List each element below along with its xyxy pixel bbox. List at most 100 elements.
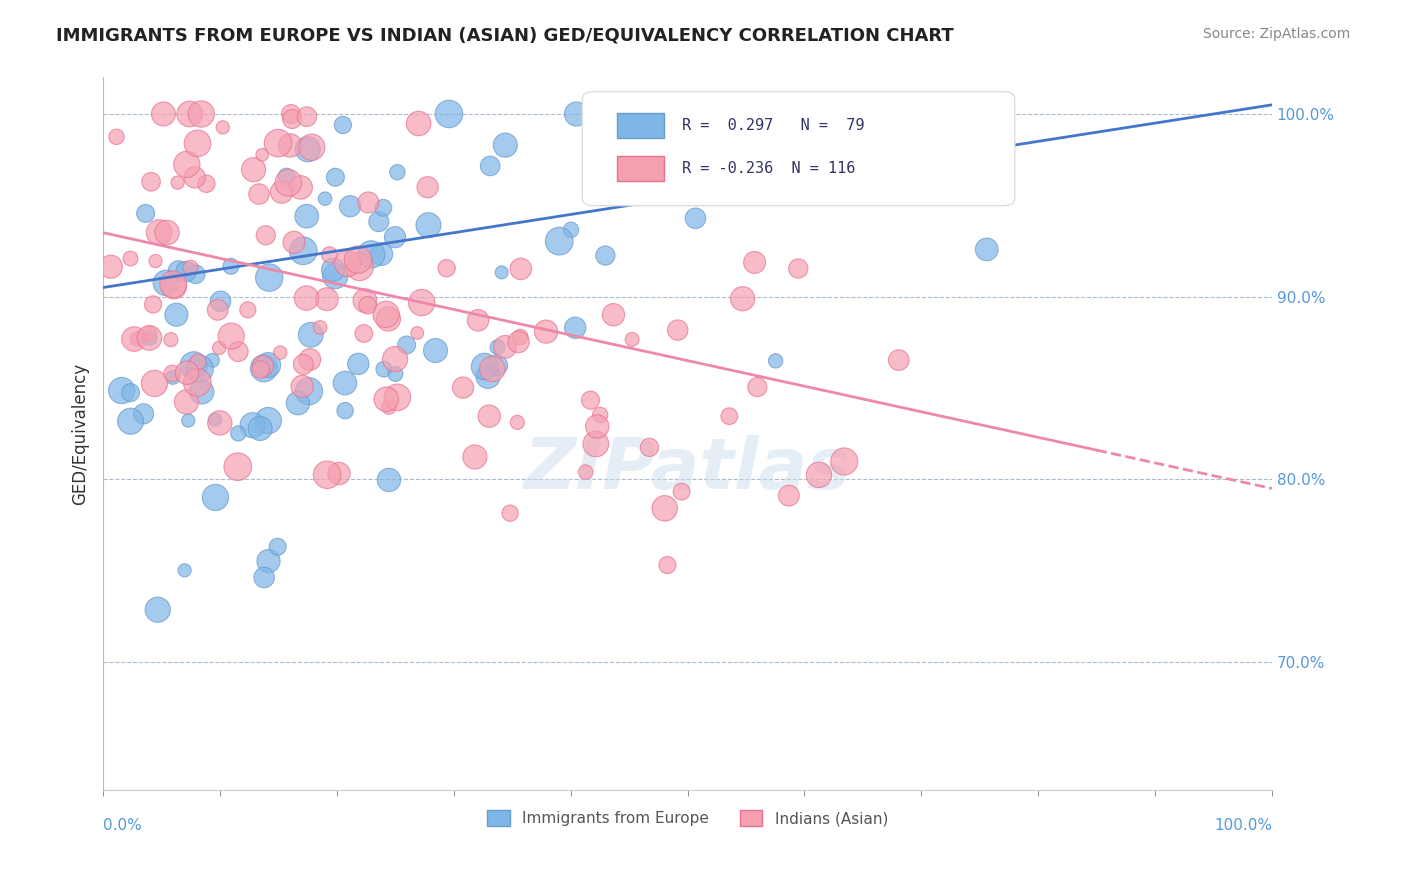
Text: 100.0%: 100.0% [1213, 819, 1272, 833]
Point [105, 129, 128, 144]
Point [166, 176, 188, 190]
Point [163, 279, 186, 293]
Point [299, 327, 322, 342]
Point [467, 313, 489, 327]
Point [145, 254, 167, 268]
Point [143, 376, 166, 391]
Point [735, 172, 758, 186]
Point [236, 302, 259, 317]
Point [183, 170, 205, 185]
Point [292, 358, 315, 372]
Point [354, 293, 377, 308]
Point [122, 332, 145, 346]
Point [387, 390, 409, 404]
Point [188, 361, 211, 376]
Point [765, 354, 787, 368]
Point [253, 361, 276, 376]
Point [148, 226, 170, 240]
Point [378, 400, 401, 414]
Point [316, 467, 339, 482]
Point [370, 247, 392, 261]
Point [209, 294, 232, 309]
Point [451, 380, 474, 394]
Point [807, 467, 830, 482]
Point [219, 260, 242, 274]
Point [548, 234, 571, 248]
Point [176, 157, 198, 171]
Point [481, 362, 503, 376]
Point [298, 352, 321, 367]
Point [731, 292, 754, 306]
Point [685, 211, 707, 226]
Point [478, 409, 501, 424]
Point [778, 489, 800, 503]
Point [254, 228, 277, 243]
Point [146, 603, 169, 617]
Point [187, 355, 209, 369]
Point [436, 261, 458, 276]
Point [602, 308, 624, 322]
Point [565, 107, 588, 121]
Point [211, 120, 233, 135]
Point [367, 214, 389, 228]
Point [585, 437, 607, 451]
Point [176, 395, 198, 409]
Point [167, 264, 190, 278]
Point [323, 268, 346, 283]
Point [491, 265, 513, 279]
Point [494, 138, 516, 153]
Point [384, 367, 406, 381]
Bar [617, 156, 664, 181]
Point [378, 473, 401, 487]
Point [347, 252, 370, 267]
Point [575, 465, 598, 479]
Point [155, 276, 177, 290]
Point [177, 413, 200, 427]
Point [718, 409, 741, 424]
Point [295, 209, 318, 223]
Point [179, 107, 201, 121]
Point [152, 107, 174, 121]
Point [298, 384, 321, 399]
Point [283, 235, 305, 250]
Point [654, 501, 676, 516]
Point [506, 416, 529, 430]
Point [328, 467, 350, 481]
Point [226, 344, 249, 359]
Point [373, 362, 395, 376]
Point [204, 491, 226, 505]
Point [595, 248, 617, 262]
Point [332, 118, 354, 132]
Point [744, 255, 766, 269]
Point [425, 343, 447, 358]
Point [226, 459, 249, 474]
Point [586, 164, 609, 178]
Point [486, 359, 509, 373]
Point [477, 369, 499, 384]
Point [208, 416, 231, 430]
Point [120, 252, 142, 266]
Point [395, 338, 418, 352]
Point [357, 195, 380, 210]
Point [290, 180, 312, 194]
Point [187, 136, 209, 151]
Point [418, 218, 440, 232]
Point [295, 291, 318, 305]
Point [270, 185, 292, 199]
Point [120, 414, 142, 428]
Point [464, 450, 486, 464]
Point [278, 138, 301, 153]
Point [292, 244, 315, 258]
Point [353, 326, 375, 341]
Point [832, 454, 855, 468]
Point [499, 506, 522, 520]
Point [183, 358, 205, 372]
Point [173, 563, 195, 577]
Point [976, 243, 998, 257]
Point [509, 330, 531, 344]
Bar [617, 113, 664, 138]
Point [534, 325, 557, 339]
Point [377, 311, 399, 326]
Point [638, 441, 661, 455]
Point [174, 264, 197, 278]
